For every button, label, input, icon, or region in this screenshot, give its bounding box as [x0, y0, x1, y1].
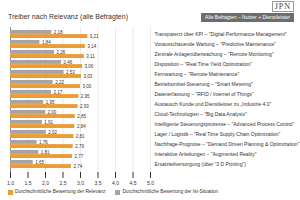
svg-text:Lager / Logistik – "Real Time: Lager / Logistik – "Real Time Supply Cha… — [155, 131, 281, 137]
svg-text:2,18: 2,18 — [54, 30, 63, 35]
svg-text:Disposition – "Real Time Yield: Disposition – "Real Time Yield Optimizat… — [155, 61, 253, 67]
svg-text:2,74: 2,74 — [73, 164, 82, 169]
svg-text:2,85: 2,85 — [77, 114, 86, 119]
svg-text:3,0: 3,0 — [77, 180, 84, 186]
svg-text:1,0: 1,0 — [7, 180, 14, 186]
svg-text:2,5: 2,5 — [60, 180, 67, 186]
svg-text:3,21: 3,21 — [90, 34, 99, 39]
svg-text:4,0: 4,0 — [112, 180, 119, 186]
svg-text:1,65: 1,65 — [35, 160, 44, 165]
svg-text:Nachfrage-Prognose – "Demand D: Nachfrage-Prognose – "Demand Driven Plan… — [155, 141, 300, 147]
svg-text:Transparenz über KPI – "Digita: Transparenz über KPI – "Digital Performa… — [155, 31, 288, 37]
svg-text:4,5: 4,5 — [130, 180, 137, 186]
svg-text:2,00: 2,00 — [48, 110, 57, 115]
svg-text:3,00: 3,00 — [83, 84, 92, 89]
svg-text:1,84: 1,84 — [42, 40, 51, 45]
svg-text:Zentrale Anlagenüberwachung –: Zentrale Anlagenüberwachung – "Remote Mo… — [155, 51, 274, 57]
svg-text:2,0: 2,0 — [42, 180, 49, 186]
svg-text:3,14: 3,14 — [87, 44, 96, 49]
svg-text:Cloud-Technologien – "Big Data: Cloud-Technologien – "Big Data Analysis" — [155, 111, 247, 117]
svg-text:2,84: 2,84 — [77, 124, 86, 129]
svg-text:3,03: 3,03 — [84, 74, 93, 79]
svg-text:1,76: 1,76 — [39, 140, 48, 145]
svg-text:2,95: 2,95 — [81, 94, 90, 99]
svg-text:5,0: 5,0 — [147, 180, 154, 186]
svg-text:2,53: 2,53 — [66, 70, 75, 75]
html-text:Durchschnittliche Bewertung de: Durchschnittliche Bewertung der Ist-Situ… — [122, 189, 219, 195]
html-text:Treiber nach Relevanz (alle Be: Treiber nach Relevanz (alle Befragten) — [8, 13, 128, 20]
svg-text:1,91: 1,91 — [44, 120, 53, 125]
svg-text:2,02: 2,02 — [48, 130, 57, 135]
svg-text:2,93: 2,93 — [80, 104, 89, 109]
svg-text:2,17: 2,17 — [53, 90, 62, 95]
svg-text:3,06: 3,06 — [85, 64, 94, 69]
svg-text:3,5: 3,5 — [95, 180, 102, 186]
svg-text:2,79: 2,79 — [75, 144, 84, 149]
svg-text:Interaktive Anleitungen – "Aug: Interaktive Anleitungen – "Augmented Rea… — [155, 151, 257, 157]
svg-text:Vorausschauende Wartung – "Pre: Vorausschauende Wartung – "Predictive Ma… — [155, 41, 276, 47]
svg-text:2,26: 2,26 — [57, 50, 66, 55]
html-text:Alle Befragten – Nutzer + Dien: Alle Befragten – Nutzer + Dienstleister — [205, 14, 290, 20]
svg-text:Ersatzteilversorgung (über "3: Ersatzteilversorgung (über "3 D Printing… — [155, 161, 247, 167]
svg-text:2,22: 2,22 — [55, 80, 64, 85]
html-text:Durchschnittliche Bewertung de: Durchschnittliche Bewertung der Relevanz — [15, 189, 106, 195]
svg-text:2,46: 2,46 — [64, 60, 73, 65]
svg-text:3,11: 3,11 — [86, 54, 95, 59]
svg-text:2,81: 2,81 — [76, 134, 85, 139]
html-text:JPN: JPN — [274, 2, 291, 11]
svg-text:Betriebsmittel-Steuerung – "Sm: Betriebsmittel-Steuerung – "Smart Meteri… — [155, 81, 254, 87]
svg-text:1,5: 1,5 — [25, 180, 32, 186]
svg-text:Datenerfassung – "RFID / Inter: Datenerfassung – "RFID / Internet of Thi… — [155, 91, 254, 97]
svg-text:1,81: 1,81 — [41, 150, 50, 155]
svg-text:Intelligente Steuerungsprozess: Intelligente Steuerungsprozesse – "Advan… — [155, 121, 295, 127]
svg-text:Fernwartung – "Remote Maintena: Fernwartung – "Remote Maintenance" — [155, 71, 240, 77]
svg-text:2,77: 2,77 — [74, 154, 83, 159]
svg-text:1,95: 1,95 — [46, 100, 55, 105]
svg-text:Austausch Kunde und Dienstleis: Austausch Kunde und Dienstleister zu „In… — [155, 101, 272, 107]
